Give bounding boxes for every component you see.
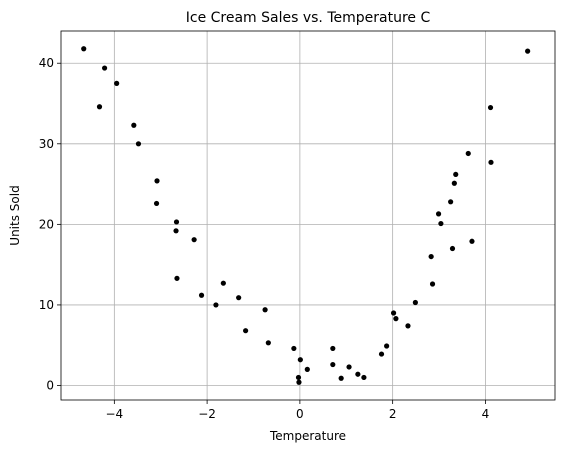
y-tick-label: 20 (39, 217, 54, 231)
data-point (154, 178, 160, 184)
data-point (265, 340, 271, 346)
data-points (81, 46, 531, 385)
data-point (412, 299, 418, 306)
x-tick-label: −4 (105, 407, 123, 421)
data-point (465, 150, 471, 157)
x-axis-label: Temperature (269, 429, 346, 443)
data-point (384, 343, 390, 349)
data-point (291, 345, 297, 352)
data-point (191, 237, 197, 243)
data-point (135, 141, 142, 147)
data-point (173, 219, 180, 225)
data-point (114, 80, 120, 86)
data-point (525, 48, 531, 54)
data-point (487, 104, 494, 111)
data-point (451, 180, 457, 186)
data-point (390, 310, 397, 316)
data-point (295, 374, 302, 381)
data-point (405, 323, 411, 329)
data-point (213, 302, 219, 308)
chart-title: Ice Cream Sales vs. Temperature C (186, 10, 431, 26)
y-tick-label: 10 (39, 298, 54, 312)
y-tick-label: 30 (39, 137, 54, 151)
data-point (131, 122, 137, 128)
data-point (429, 281, 436, 287)
data-point (243, 328, 249, 334)
x-tick-label: −2 (198, 407, 216, 421)
data-point (378, 351, 385, 357)
y-axis-label: Units Sold (8, 185, 22, 245)
data-point (236, 295, 242, 301)
x-tick-label: 0 (296, 407, 304, 421)
data-point (435, 211, 442, 217)
data-point (453, 171, 459, 178)
plot-frame (60, 30, 556, 401)
data-point (96, 104, 103, 110)
data-point (346, 364, 352, 370)
y-tick-label: 40 (39, 56, 54, 70)
data-point (173, 228, 179, 234)
data-point (220, 280, 226, 286)
data-point (361, 374, 367, 381)
grid (61, 31, 555, 400)
data-point (102, 65, 108, 71)
data-point (81, 46, 87, 52)
data-point (297, 357, 303, 363)
data-point (355, 371, 361, 377)
data-point (469, 238, 475, 244)
data-point (488, 159, 494, 165)
data-point (393, 316, 399, 322)
data-point (198, 292, 205, 298)
data-point (438, 220, 444, 227)
data-point (153, 200, 160, 207)
data-point (330, 361, 336, 368)
data-point (304, 366, 310, 372)
x-tick-label: 4 (482, 407, 490, 421)
data-point (428, 253, 434, 260)
data-point (330, 345, 336, 352)
x-tick-label: 2 (389, 407, 397, 421)
y-tick-label: 0 (46, 378, 54, 392)
data-point (449, 245, 456, 252)
data-point (338, 375, 344, 381)
data-point (448, 199, 454, 205)
data-point (262, 307, 268, 313)
data-point (174, 275, 180, 281)
data-point (296, 379, 302, 385)
